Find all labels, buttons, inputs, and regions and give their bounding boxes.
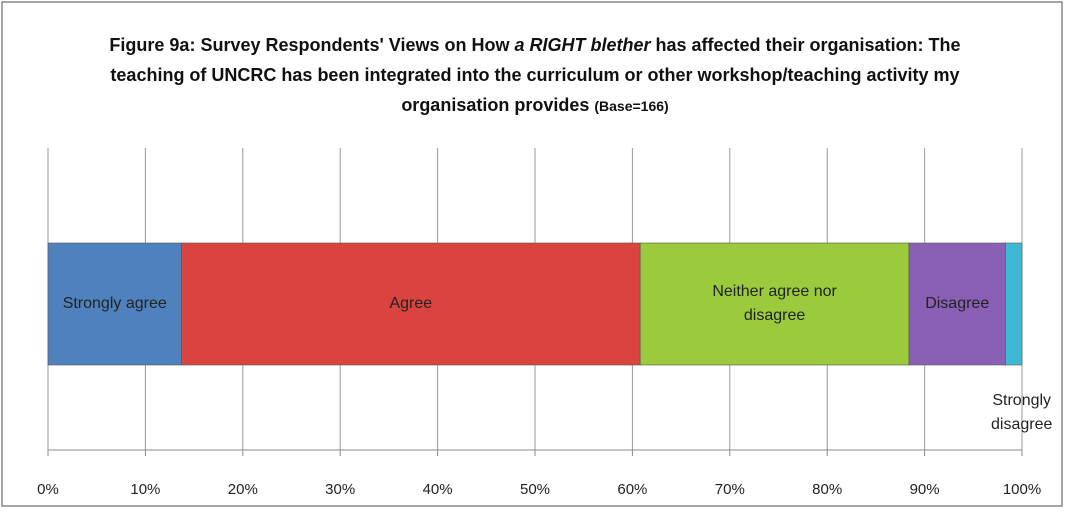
x-tick-label: 30% (325, 481, 355, 498)
x-tick-label: 10% (130, 481, 160, 498)
x-tick-label: 40% (423, 481, 453, 498)
bar-segment (181, 242, 641, 366)
title-part: a RIGHT blether (514, 35, 651, 55)
segment-label: Strongly agree (62, 295, 167, 312)
x-tick-label: 70% (715, 481, 745, 498)
segment-label: Agree (389, 295, 433, 312)
title-part: has affected their organisation: The tea… (110, 35, 961, 115)
x-tick-label: 100% (1003, 481, 1041, 498)
x-tick-label: 80% (812, 481, 842, 498)
x-tick-label: 50% (520, 481, 550, 498)
x-tick-label: 90% (910, 481, 940, 498)
bar-segment (47, 242, 182, 366)
bar-segment (639, 242, 910, 366)
chart-title: Figure 9a: Survey Respondents' Views on … (90, 30, 980, 121)
segment-label: Strongly disagree (991, 392, 1053, 433)
title-part: (Base=166) (594, 98, 669, 114)
bar-segment (908, 242, 1006, 366)
bar-segment (1005, 242, 1023, 366)
title-part: Figure 9a: Survey Respondents' Views on … (109, 35, 515, 55)
segment-label: Disagree (925, 295, 990, 312)
segment-label: Neither agree nor disagree (712, 283, 837, 324)
x-tick-label: 0% (37, 481, 59, 498)
x-tick-label: 20% (228, 481, 258, 498)
x-tick-label: 60% (617, 481, 647, 498)
